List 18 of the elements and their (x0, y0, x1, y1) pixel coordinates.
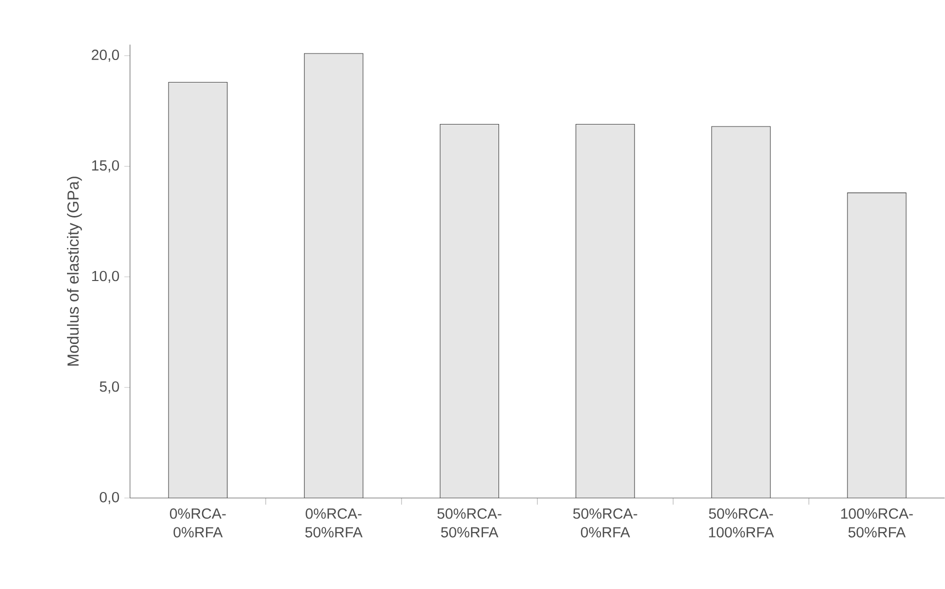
bar (168, 82, 228, 498)
y-tick-label: 5,0 (100, 381, 120, 394)
y-tick-label: 15,0 (92, 160, 120, 172)
x-tick-label: 100%RCA- 50%RFA (841, 508, 913, 538)
bar (440, 124, 500, 498)
x-tick-label: 50%RCA- 50%RFA (437, 508, 502, 538)
x-tick-label: 50%RCA- 100%RFA (708, 508, 774, 538)
bar (847, 192, 906, 498)
x-tick-label: 0%RCA- 50%RFA (305, 508, 363, 538)
y-tick-label: 10,0 (92, 270, 120, 283)
x-tick-label: 50%RCA- 0%RFA (573, 508, 638, 538)
bar (304, 53, 364, 498)
x-tick-label: 0%RCA- 0%RFA (170, 508, 226, 538)
bar (711, 126, 771, 498)
y-tick-label: 20,0 (92, 50, 120, 62)
y-axis-title: Modulus of elasticity (GPa) (66, 176, 82, 366)
bar (576, 124, 635, 498)
y-tick-label: 0,0 (100, 492, 120, 504)
